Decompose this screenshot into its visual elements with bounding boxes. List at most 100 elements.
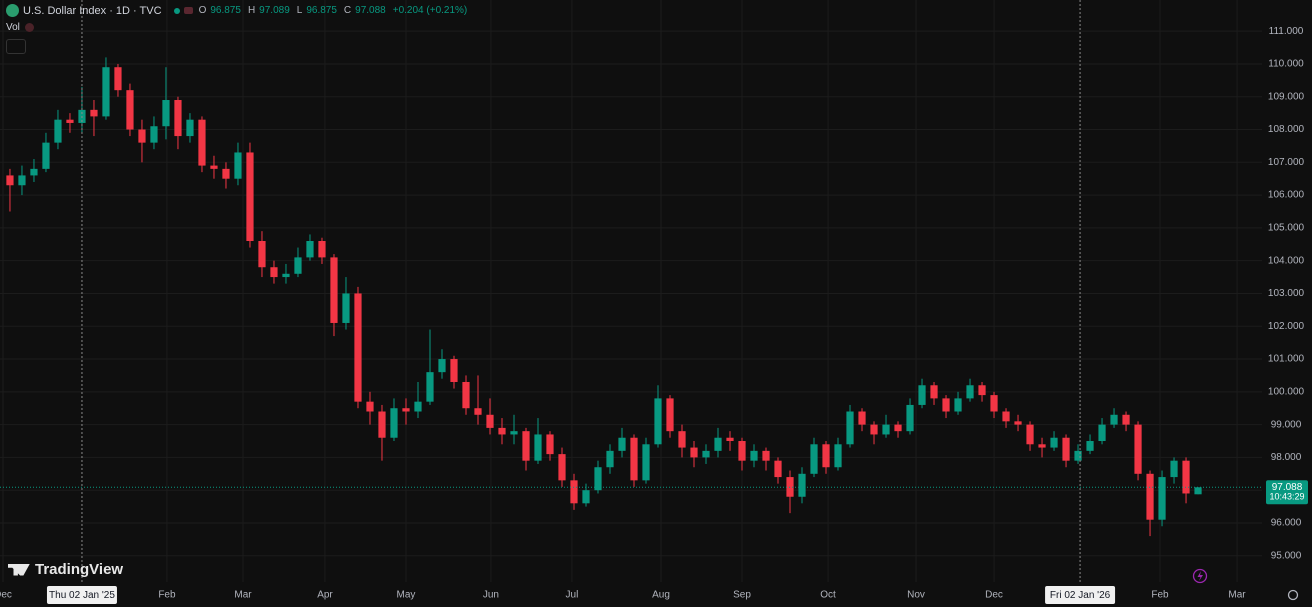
settings-button[interactable] xyxy=(1287,589,1299,601)
x-tick-label: Feb xyxy=(1151,590,1169,601)
candle-body xyxy=(990,395,998,412)
candle-body xyxy=(342,293,350,323)
volume-legend[interactable]: Vol xyxy=(6,22,34,33)
candle-body xyxy=(330,257,338,323)
candle-body xyxy=(1002,411,1010,422)
lightning-icon xyxy=(1197,571,1203,581)
candle-body xyxy=(510,431,518,435)
candle-body xyxy=(522,431,530,461)
y-tick-label: 101.000 xyxy=(1268,354,1305,365)
candle-body xyxy=(186,119,194,137)
high-key: H xyxy=(247,5,256,16)
candle-body xyxy=(498,427,506,435)
candle-body xyxy=(546,434,554,455)
candle-body xyxy=(714,437,722,451)
lightning-button[interactable] xyxy=(1192,568,1208,584)
y-tick-label: 104.000 xyxy=(1268,255,1305,266)
candle-body xyxy=(1146,473,1154,520)
y-tick-label: 99.000 xyxy=(1271,419,1302,430)
candle-body xyxy=(750,450,758,461)
candle-body xyxy=(834,444,842,468)
candle-body xyxy=(630,437,638,481)
x-tick-label: May xyxy=(397,590,416,601)
candle-body xyxy=(402,408,410,412)
symbol-title[interactable]: U.S. Dollar Index · 1D · TVC xyxy=(23,4,162,17)
x-tick-label: Jun xyxy=(483,590,499,601)
volume-icon xyxy=(24,23,34,32)
y-tick-label: 96.000 xyxy=(1271,518,1302,529)
candle-body xyxy=(66,119,74,123)
candle-body xyxy=(654,398,662,445)
candle-body xyxy=(438,359,446,373)
watermark: TradingView xyxy=(8,561,123,578)
y-tick-label: 103.000 xyxy=(1268,288,1305,299)
candle-body xyxy=(774,460,782,478)
y-tick-label: 98.000 xyxy=(1271,452,1302,463)
x-tick-label: Nov xyxy=(907,590,925,601)
y-tick-label: 108.000 xyxy=(1268,124,1305,135)
crosshair-label: Fri 02 Jan '26 xyxy=(1050,590,1111,601)
candle-body xyxy=(570,480,578,504)
candle-body xyxy=(690,447,698,458)
x-tick-label: Sep xyxy=(733,590,751,601)
y-tick-label: 111.000 xyxy=(1269,26,1304,37)
candle-body xyxy=(18,175,26,186)
candle-body xyxy=(582,490,590,504)
candle-body xyxy=(198,119,206,166)
candle-body xyxy=(846,411,854,445)
candle-body xyxy=(738,441,746,461)
close-key: C xyxy=(343,5,352,16)
high-value: 97.089 xyxy=(259,5,290,16)
collapse-button[interactable] xyxy=(6,39,26,54)
candle-body xyxy=(558,454,566,481)
crosshair-label-box xyxy=(46,586,117,604)
candle-body xyxy=(90,109,98,117)
symbol-icon xyxy=(6,4,19,17)
data-icon xyxy=(183,7,193,14)
candle-body xyxy=(114,67,122,91)
candle-body xyxy=(246,152,254,241)
candle-body xyxy=(594,467,602,491)
y-tick-label: 102.000 xyxy=(1268,321,1305,332)
volume-label: Vol xyxy=(6,22,20,33)
candle-body xyxy=(174,100,182,137)
y-tick-label: 105.000 xyxy=(1268,223,1305,234)
candle-body xyxy=(486,414,494,428)
candle-body xyxy=(966,385,974,399)
candle-body xyxy=(222,168,230,179)
candle-body xyxy=(1182,460,1190,494)
candle-body xyxy=(1074,450,1082,461)
candle-body xyxy=(1038,444,1046,448)
x-tick-label: Apr xyxy=(317,590,333,601)
candle-body xyxy=(1158,477,1166,520)
candle-body xyxy=(930,385,938,399)
candle-body xyxy=(462,381,470,409)
y-tick-label: 107.000 xyxy=(1268,157,1305,168)
candle-body xyxy=(618,437,626,451)
candle-body xyxy=(666,398,674,432)
candle-body xyxy=(6,175,14,186)
candle-body xyxy=(1170,460,1178,478)
candle-body xyxy=(822,444,830,468)
candle-body xyxy=(378,411,386,438)
candle-body xyxy=(1134,424,1142,474)
candle-body xyxy=(942,398,950,412)
candle-body xyxy=(882,424,890,435)
price-label: 97.088 xyxy=(1272,482,1303,493)
y-tick-label: 95.000 xyxy=(1271,550,1302,561)
candle-body xyxy=(954,398,962,412)
market-status xyxy=(173,7,180,14)
candle-body xyxy=(414,401,422,412)
candle-body xyxy=(786,477,794,497)
candle-body xyxy=(678,431,686,448)
candle-body xyxy=(606,450,614,468)
candle-body xyxy=(234,152,242,179)
close-value: 97.088 xyxy=(355,5,386,16)
low-value: 96.875 xyxy=(306,5,337,16)
grid xyxy=(0,0,1262,582)
x-tick-label: Mar xyxy=(1228,590,1246,601)
